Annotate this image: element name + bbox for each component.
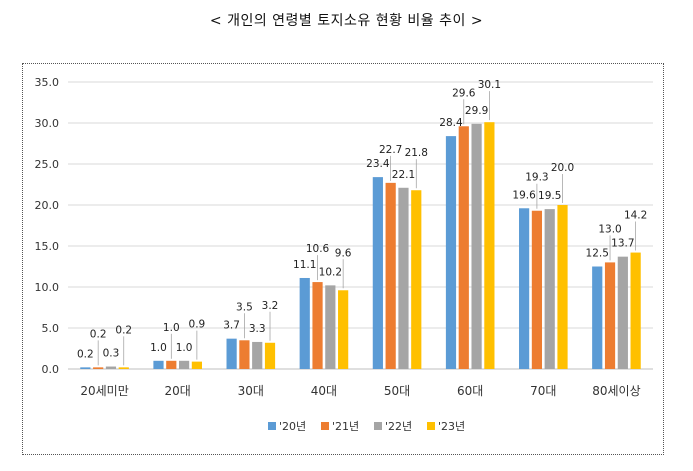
bar [153, 360, 164, 369]
y-tick-label: 15.0 [35, 240, 60, 253]
bar [252, 341, 263, 369]
bar [299, 277, 310, 369]
data-label: 10.2 [319, 266, 342, 278]
data-label: 9.6 [335, 247, 352, 259]
bar [471, 123, 482, 369]
data-label: 3.3 [249, 323, 266, 335]
bar [226, 338, 237, 369]
x-tick-label: 40대 [311, 384, 337, 398]
bar [325, 285, 336, 369]
bar [105, 366, 117, 369]
bar [166, 360, 177, 369]
bar [385, 182, 396, 369]
legend-label: '22년 [385, 420, 412, 433]
data-label: 0.2 [115, 324, 132, 336]
bar [312, 282, 323, 369]
chart-title: < 개인의 연령별 토지소유 현황 비율 추이 > [209, 13, 484, 29]
bar [617, 256, 628, 369]
y-tick-label: 5.0 [42, 322, 60, 335]
x-tick-label: 20세미만 [80, 384, 128, 398]
bar [372, 177, 383, 369]
data-label: 29.6 [452, 87, 476, 99]
x-tick-label: 30대 [238, 384, 264, 398]
x-tick-label: 20대 [165, 384, 191, 398]
x-tick-label: 80세이상 [592, 384, 640, 398]
data-label: 22.7 [379, 144, 402, 156]
bar [544, 209, 555, 369]
legend-label: '20년 [279, 420, 306, 433]
x-tick-label: 50대 [384, 384, 410, 398]
bar [93, 367, 104, 369]
data-label: 0.2 [77, 348, 94, 360]
bar [592, 266, 603, 369]
data-label: 28.4 [439, 117, 463, 129]
bar [80, 367, 91, 369]
legend-swatch [374, 422, 382, 430]
bar [531, 210, 543, 369]
legend-label: '21년 [332, 420, 359, 433]
bar [557, 205, 568, 369]
data-label: 1.0 [176, 342, 193, 354]
legend-label: '23년 [438, 420, 465, 433]
data-label: 13.0 [598, 223, 621, 235]
y-tick-label: 25.0 [35, 158, 60, 171]
y-tick-label: 30.0 [35, 117, 60, 130]
legend-swatch [268, 422, 276, 430]
data-label: 12.5 [586, 248, 609, 260]
y-tick-label: 0.0 [42, 363, 60, 376]
data-label: 0.2 [90, 328, 107, 340]
data-label: 23.4 [366, 158, 390, 170]
bar [191, 361, 202, 369]
data-label: 0.3 [103, 348, 120, 360]
x-tick-label: 70대 [530, 384, 556, 398]
bar [445, 136, 457, 369]
x-tick-label: 60대 [457, 384, 483, 398]
y-tick-label: 10.0 [35, 281, 60, 294]
data-label: 3.7 [223, 320, 240, 332]
chart-frame: 0.0 5.0 10.0 15.0 20.0 25.0 30.0 35.0 0.2 0.2 0.3 0… [22, 63, 664, 455]
data-label: 22.1 [392, 169, 415, 181]
bar-chart: 0.0 5.0 10.0 15.0 20.0 25.0 30.0 35.0 0.2 0.2 0.3 0… [35, 76, 653, 433]
bar [411, 190, 422, 369]
bar [118, 367, 129, 369]
bar [178, 360, 190, 369]
legend-swatch [427, 422, 435, 430]
data-label: 29.9 [465, 105, 488, 117]
data-label: 21.8 [405, 147, 428, 159]
data-label: 30.1 [478, 79, 501, 91]
bar [338, 290, 349, 369]
legend-swatch [321, 422, 329, 430]
bar [484, 122, 495, 370]
data-label: 1.0 [163, 322, 180, 334]
data-label: 3.5 [236, 301, 253, 313]
data-label: 19.5 [538, 190, 561, 202]
data-label: 1.0 [150, 342, 167, 354]
data-label: 11.1 [293, 259, 316, 271]
data-label: 10.6 [306, 243, 330, 255]
data-label: 20.0 [551, 162, 574, 174]
bar [239, 340, 250, 369]
data-label: 0.9 [189, 319, 206, 331]
bar [264, 342, 276, 369]
y-tick-label: 35.0 [35, 76, 60, 89]
bar [630, 252, 641, 369]
bar [398, 187, 409, 369]
bar [604, 262, 616, 369]
bar [519, 208, 530, 369]
bar [458, 126, 469, 369]
data-label: 3.2 [262, 300, 279, 312]
data-label: 13.7 [611, 238, 634, 250]
y-tick-label: 20.0 [35, 199, 60, 212]
data-label: 19.6 [512, 189, 536, 201]
data-label: 14.2 [624, 210, 647, 222]
data-label: 19.3 [525, 172, 548, 184]
